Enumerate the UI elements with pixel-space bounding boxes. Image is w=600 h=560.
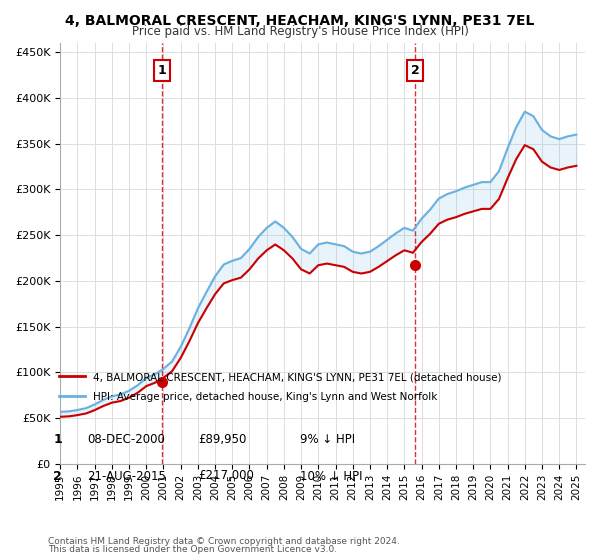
- Text: This data is licensed under the Open Government Licence v3.0.: This data is licensed under the Open Gov…: [48, 545, 337, 554]
- Text: 2: 2: [53, 469, 62, 483]
- Text: Contains HM Land Registry data © Crown copyright and database right 2024.: Contains HM Land Registry data © Crown c…: [48, 537, 400, 546]
- Text: HPI: Average price, detached house, King's Lynn and West Norfolk: HPI: Average price, detached house, King…: [93, 392, 437, 402]
- Text: 1: 1: [158, 64, 166, 77]
- Text: 9% ↓ HPI: 9% ↓ HPI: [300, 433, 355, 446]
- Text: 4, BALMORAL CRESCENT, HEACHAM, KING'S LYNN, PE31 7EL: 4, BALMORAL CRESCENT, HEACHAM, KING'S LY…: [65, 14, 535, 28]
- Text: £89,950: £89,950: [198, 433, 247, 446]
- Text: 4, BALMORAL CRESCENT, HEACHAM, KING'S LYNN, PE31 7EL (detached house): 4, BALMORAL CRESCENT, HEACHAM, KING'S LY…: [93, 372, 502, 382]
- Text: 10% ↓ HPI: 10% ↓ HPI: [300, 469, 362, 483]
- Text: 21-AUG-2015: 21-AUG-2015: [87, 469, 166, 483]
- Text: 2: 2: [411, 64, 419, 77]
- Text: Price paid vs. HM Land Registry's House Price Index (HPI): Price paid vs. HM Land Registry's House …: [131, 25, 469, 38]
- Text: £217,000: £217,000: [198, 469, 254, 483]
- Text: 1: 1: [53, 433, 62, 446]
- Text: 08-DEC-2000: 08-DEC-2000: [87, 433, 165, 446]
